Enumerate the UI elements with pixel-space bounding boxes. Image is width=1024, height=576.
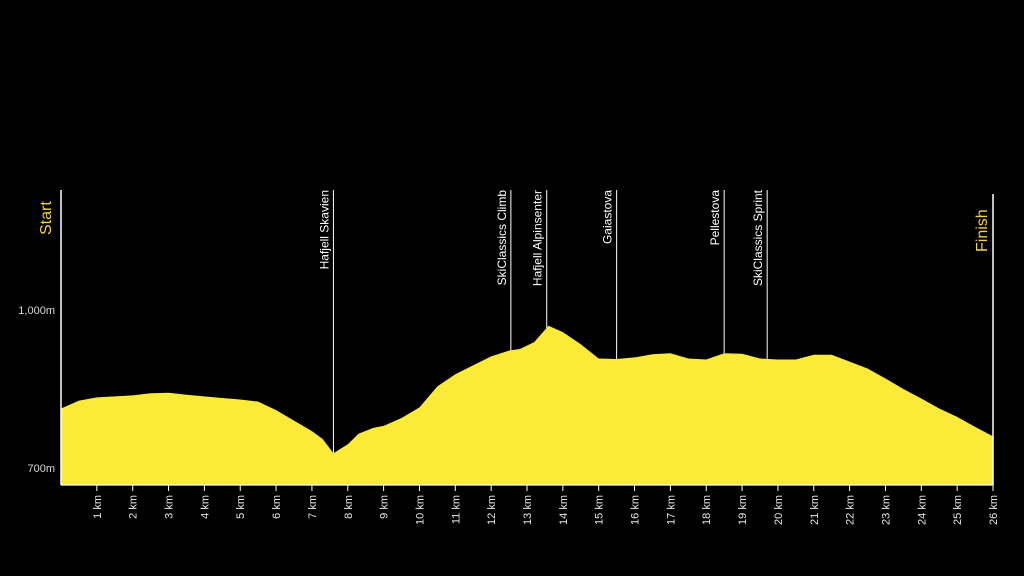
y-tick-label: 1,000m	[18, 305, 55, 317]
waypoint-label: Gaiastova	[601, 190, 615, 244]
x-tick-label: 22 km	[845, 495, 857, 525]
x-tick-label: 10 km	[414, 495, 426, 525]
marker-layer	[332, 190, 768, 454]
x-tick-label: 9 km	[379, 495, 391, 519]
x-tick-label: 19 km	[737, 495, 749, 525]
x-tick-label: 26 km	[988, 495, 1000, 525]
x-tick-label: 17 km	[665, 495, 677, 525]
x-tick-label: 14 km	[558, 495, 570, 525]
x-tick-label: 8 km	[343, 495, 355, 519]
axis-layer	[60, 190, 994, 491]
x-tick-label: 3 km	[164, 495, 176, 519]
x-tick-label: 5 km	[235, 495, 247, 519]
x-tick-label: 2 km	[128, 495, 140, 519]
waypoint-label: Hafjell Alpinsenter	[531, 190, 545, 286]
elevation-area	[61, 325, 993, 485]
x-tick-label: 15 km	[594, 495, 606, 525]
x-tick-label: 24 km	[916, 495, 928, 525]
x-tick-label: 25 km	[952, 495, 964, 525]
x-tick-label: 21 km	[809, 495, 821, 525]
start-label: Start	[38, 201, 55, 235]
label-layer: Start Finish 700m 1,000m Hafjell Skavien SkiC…	[18, 189, 1000, 525]
x-tick-label: 13 km	[522, 495, 534, 525]
waypoint-label: Pellestova	[708, 190, 722, 246]
y-tick-label: 700m	[27, 463, 55, 475]
x-tick-label: 20 km	[773, 495, 785, 525]
x-tick-label: 18 km	[701, 495, 713, 525]
profile-layer	[61, 325, 993, 485]
x-tick-label: 7 km	[307, 495, 319, 519]
x-tick-label: 23 km	[880, 495, 892, 525]
finish-label: Finish	[974, 209, 991, 252]
waypoint-label: SkiClassics Climb	[495, 190, 509, 286]
x-tick-label: 12 km	[486, 495, 498, 525]
x-tick-label: 11 km	[450, 495, 462, 524]
x-tick-label: 6 km	[271, 495, 283, 519]
x-tick-label: 4 km	[199, 495, 211, 519]
waypoint-label: SkiClassics Sprint	[751, 189, 765, 286]
x-tick-label: 1 km	[92, 495, 104, 519]
waypoint-label: Hafjell Skavien	[317, 190, 331, 269]
x-tick-label: 16 km	[630, 495, 642, 525]
